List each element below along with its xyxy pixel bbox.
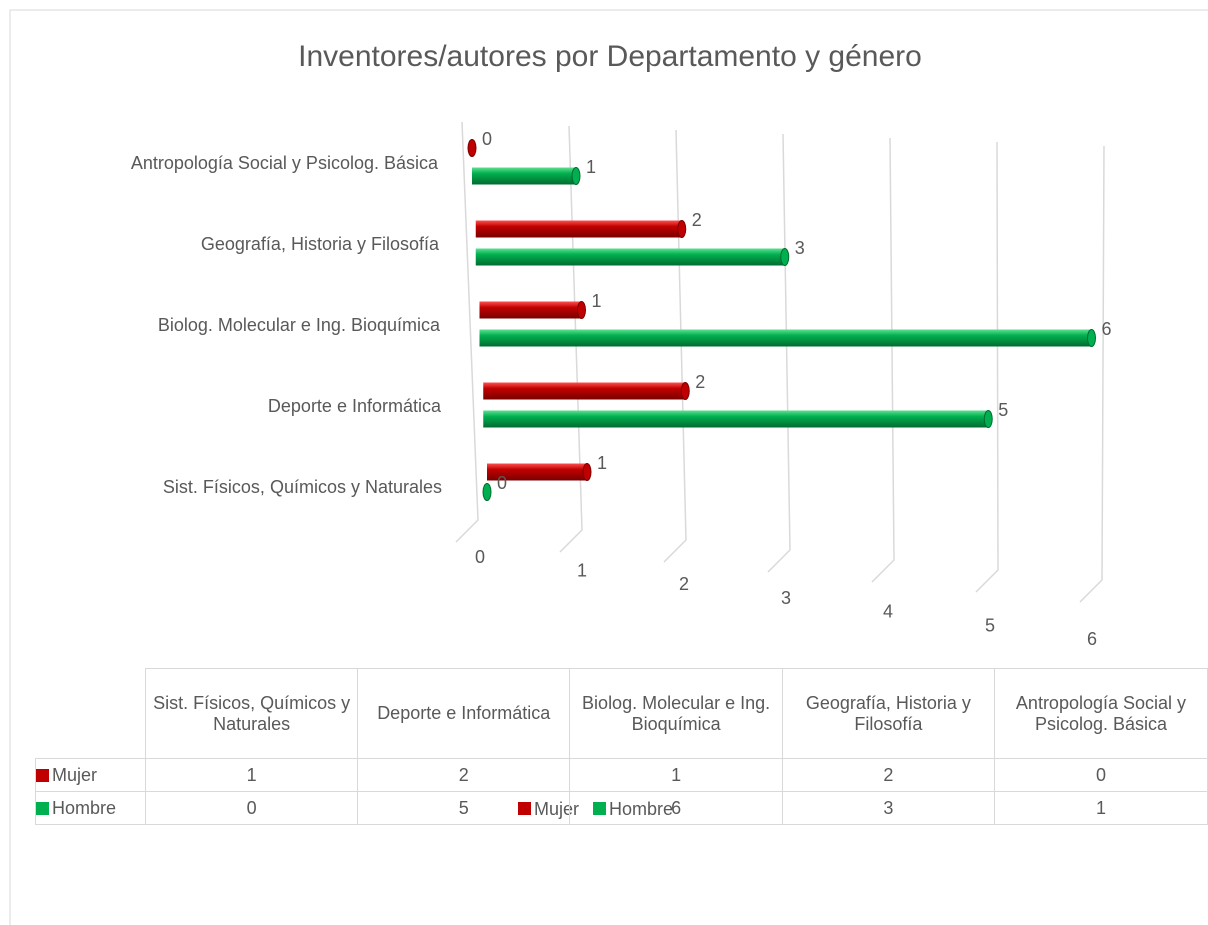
table-cell: 1 (569, 758, 783, 792)
table-cell: 5 (357, 791, 571, 825)
bar-body (483, 382, 686, 400)
legend-swatch (36, 801, 49, 815)
data-label: 2 (695, 372, 705, 392)
bar-body (475, 248, 785, 266)
table-header-cell: Sist. Físicos, Químicos y Naturales (145, 668, 359, 759)
x-tick-label: 2 (679, 574, 689, 594)
table-cell: 2 (357, 758, 571, 792)
y-tick-label: Geografía, Historia y Filosofía (201, 234, 440, 254)
x-tick-label: 4 (883, 602, 893, 622)
data-label: 1 (586, 157, 596, 177)
data-label: 3 (795, 238, 805, 258)
y-tick-label: Biolog. Molecular e Ing. Bioquímica (158, 315, 441, 335)
bar-body (483, 410, 989, 428)
bar-cap (571, 167, 581, 185)
data-label: 1 (597, 453, 607, 473)
bar-cap (1087, 329, 1096, 347)
x-tick-label: 5 (985, 615, 995, 635)
bar (483, 382, 690, 400)
table-corner (35, 668, 147, 759)
data-label: 1 (592, 291, 602, 311)
data-table: Sist. Físicos, Químicos y Naturales Depor… (34, 668, 1208, 825)
table-row: Hombre 0 5 6 3 1 (34, 791, 1208, 825)
bar (467, 139, 477, 157)
y-tick-label: Antropología Social y Psicolog. Básica (131, 153, 439, 173)
table-header-cell: Deporte e Informática (357, 668, 571, 759)
table-cell: 6 (569, 791, 783, 825)
bar (483, 410, 993, 428)
bar-cap (467, 139, 477, 157)
data-label: 6 (1102, 319, 1112, 339)
legend-swatch (36, 768, 49, 782)
bar (475, 220, 687, 238)
table-row-header: Mujer (34, 758, 147, 792)
series-name: Hombre (52, 797, 117, 818)
table-header-cell: Geografía, Historia y Filosofía (781, 668, 995, 759)
grid-line (871, 137, 895, 583)
bar-body (479, 301, 582, 319)
bar (482, 483, 492, 501)
bar-cap (983, 410, 993, 428)
bar-body (472, 167, 576, 185)
table-header-row: Sist. Físicos, Químicos y Naturales Depor… (35, 668, 1208, 759)
bar-body (475, 220, 682, 238)
grid-line (767, 133, 791, 573)
table-cell: 2 (781, 758, 995, 792)
table-cell: 1 (993, 791, 1208, 825)
bar (479, 301, 586, 319)
bar-cap (577, 301, 586, 319)
y-tick-label: Sist. Físicos, Químicos y Naturales (163, 477, 442, 497)
data-label: 0 (497, 473, 507, 493)
grid-line (455, 121, 479, 543)
table-row-header: Hombre (34, 791, 147, 825)
table-cell: 3 (781, 791, 995, 825)
bar-cap (482, 483, 492, 501)
y-tick-label: Deporte e Informática (268, 396, 442, 416)
bar (487, 463, 592, 481)
bar-body (487, 463, 587, 481)
grid-line (663, 129, 687, 563)
bar-cap (680, 382, 690, 400)
bar-cap (582, 463, 592, 481)
bar-cap (677, 220, 687, 238)
table-row: Mujer 1 2 1 2 0 (34, 758, 1208, 792)
bar (472, 167, 581, 185)
x-tick-label: 3 (781, 588, 791, 608)
bar (479, 329, 1096, 347)
table-header-cell: Antropología Social y Psicolog. Básica (993, 668, 1208, 759)
data-label: 0 (482, 129, 492, 149)
bar (475, 248, 790, 266)
chart-border (9, 9, 1208, 925)
bar-cap (780, 248, 790, 266)
table-cell: 0 (145, 791, 359, 825)
data-label: 5 (998, 400, 1008, 420)
table-cell: 1 (145, 758, 359, 792)
table-cell: 0 (993, 758, 1208, 792)
bar-body (479, 329, 1092, 347)
chart-title: Inventores/autores por Departamento y gé… (298, 40, 922, 73)
x-tick-label: 0 (475, 547, 485, 567)
series-name: Mujer (52, 764, 98, 785)
x-tick-label: 1 (577, 560, 587, 580)
grid-line (975, 141, 999, 593)
grid-line (1079, 145, 1105, 603)
table-header-cell: Biolog. Molecular e Ing. Bioquímica (569, 668, 783, 759)
x-tick-label: 6 (1087, 629, 1097, 649)
data-label: 2 (692, 210, 702, 230)
